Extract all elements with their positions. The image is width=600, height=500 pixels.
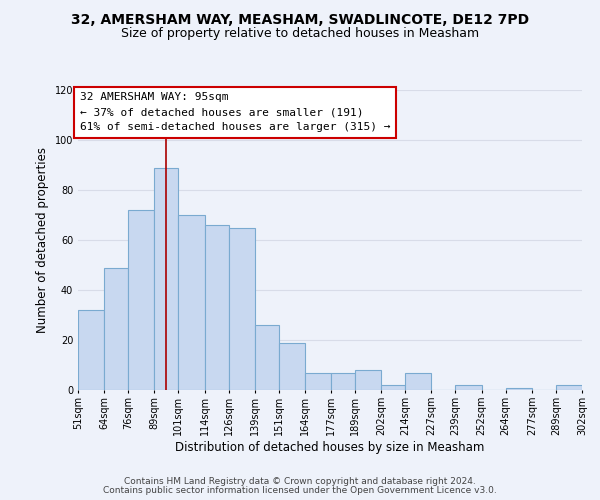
Bar <box>405 372 431 390</box>
Bar <box>279 342 305 390</box>
Bar <box>154 168 178 390</box>
Text: 32, AMERSHAM WAY, MEASHAM, SWADLINCOTE, DE12 7PD: 32, AMERSHAM WAY, MEASHAM, SWADLINCOTE, … <box>71 12 529 26</box>
Bar <box>78 310 104 390</box>
Text: Contains HM Land Registry data © Crown copyright and database right 2024.: Contains HM Land Registry data © Crown c… <box>124 477 476 486</box>
Bar <box>455 385 482 390</box>
Bar <box>178 215 205 390</box>
Bar <box>305 372 331 390</box>
Bar <box>104 268 128 390</box>
Text: Contains public sector information licensed under the Open Government Licence v3: Contains public sector information licen… <box>103 486 497 495</box>
Bar <box>229 228 255 390</box>
Bar <box>255 325 279 390</box>
Bar <box>205 225 229 390</box>
Y-axis label: Number of detached properties: Number of detached properties <box>36 147 49 333</box>
Bar <box>355 370 381 390</box>
Bar <box>128 210 154 390</box>
X-axis label: Distribution of detached houses by size in Measham: Distribution of detached houses by size … <box>175 440 485 454</box>
Bar <box>506 388 532 390</box>
Text: 32 AMERSHAM WAY: 95sqm
← 37% of detached houses are smaller (191)
61% of semi-de: 32 AMERSHAM WAY: 95sqm ← 37% of detached… <box>80 92 391 132</box>
Bar <box>331 372 355 390</box>
Bar <box>381 385 405 390</box>
Bar <box>556 385 582 390</box>
Text: Size of property relative to detached houses in Measham: Size of property relative to detached ho… <box>121 28 479 40</box>
